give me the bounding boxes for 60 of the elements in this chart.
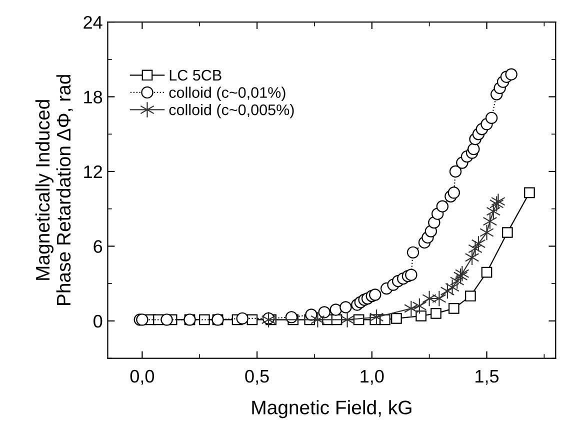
- point: [468, 142, 480, 156]
- x-tick-label: 0,5: [245, 370, 269, 385]
- y-tick-label: 24: [84, 16, 102, 29]
- point: [369, 288, 382, 301]
- point: [330, 304, 342, 316]
- point: [468, 240, 482, 257]
- point: [440, 282, 455, 300]
- point: [491, 193, 506, 210]
- point: [160, 314, 173, 326]
- point: [455, 265, 470, 282]
- point: [465, 290, 476, 302]
- y-axis-title: Magnetically Induced Phase Retardation ΔΦ, rad: [35, 75, 73, 305]
- point: [505, 68, 518, 80]
- point: [310, 311, 325, 328]
- x-tick-label: 0,0: [130, 370, 154, 385]
- point: [405, 268, 418, 281]
- point: [404, 300, 418, 317]
- point: [430, 308, 442, 319]
- point: [486, 203, 501, 220]
- y-tick-label: 6: [94, 240, 102, 253]
- y-tick-label: 12: [84, 165, 102, 178]
- point: [432, 290, 446, 307]
- point: [416, 310, 426, 322]
- point: [445, 279, 460, 296]
- point: [481, 266, 492, 278]
- point: [391, 313, 402, 324]
- y-tick-label: 0: [94, 314, 102, 328]
- point: [422, 290, 436, 307]
- point: [448, 303, 460, 314]
- point: [340, 301, 352, 314]
- point: [464, 249, 480, 266]
- point: [136, 314, 148, 326]
- x-axis-title: Magnetic Field, kG: [252, 400, 412, 418]
- point: [318, 306, 330, 318]
- point: [449, 165, 462, 178]
- point: [485, 112, 498, 124]
- point: [406, 246, 420, 259]
- point: [480, 224, 494, 241]
- legend-label: LC 5CB: [170, 70, 222, 81]
- point: [471, 236, 486, 252]
- point: [436, 200, 449, 212]
- point: [453, 268, 468, 284]
- point: [369, 308, 384, 326]
- x-tick-label: 1,0: [360, 370, 384, 385]
- point: [285, 311, 298, 324]
- point: [524, 187, 535, 198]
- point: [199, 314, 210, 326]
- y-tick-label: 18: [84, 90, 102, 104]
- point: [236, 312, 248, 325]
- point: [340, 311, 354, 328]
- legend-label: colloid (c~0,01%): [169, 86, 286, 101]
- point: [489, 196, 504, 212]
- point: [412, 298, 427, 314]
- point: [502, 227, 513, 238]
- legend-label: colloid (c~0,005%): [169, 104, 294, 118]
- point: [482, 213, 498, 230]
- point: [448, 186, 460, 199]
- x-tick-label: 1,5: [476, 370, 499, 385]
- point: [450, 272, 464, 290]
- point: [261, 311, 276, 328]
